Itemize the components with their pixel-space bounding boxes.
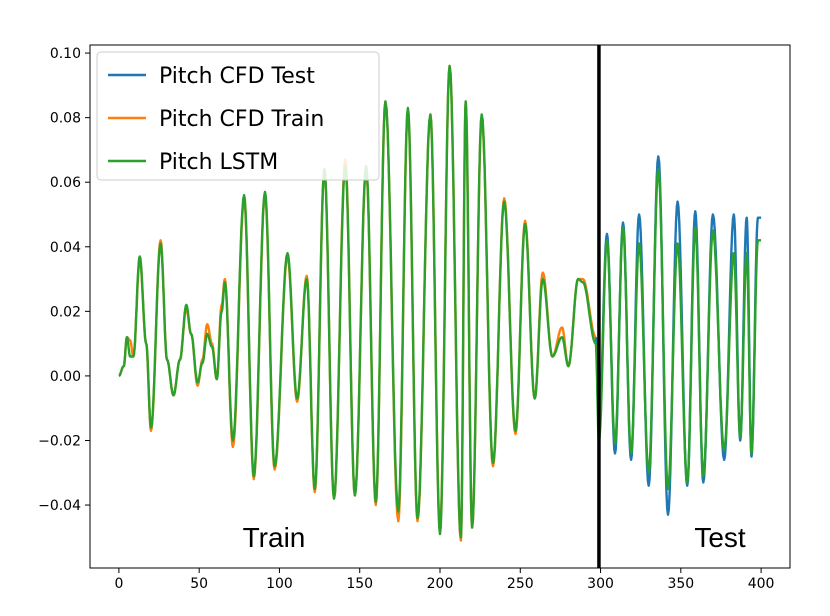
x-tick-label: 150: [346, 576, 373, 592]
x-tick-label: 350: [667, 576, 694, 592]
x-tick-label: 50: [190, 576, 208, 592]
y-tick-label: 0.00: [50, 369, 81, 385]
legend-label: Pitch LSTM: [159, 150, 278, 175]
y-tick-label: −0.02: [38, 433, 81, 449]
y-tick-label: 0.10: [50, 46, 81, 62]
test-region-label: Test: [694, 522, 746, 553]
legend-label: Pitch CFD Test: [159, 64, 315, 89]
y-axis: −0.04 −0.02 0.00 0.02 0.04 0.06 0.08 0.10: [38, 46, 90, 514]
x-tick-label: 300: [587, 576, 614, 592]
y-tick-label: −0.04: [38, 498, 81, 514]
series-line-3: [118, 64, 762, 539]
train-region-label: Train: [243, 522, 306, 553]
y-tick-label: 0.08: [50, 111, 81, 127]
x-tick-label: 200: [427, 576, 454, 592]
x-tick-label: 250: [507, 576, 534, 592]
x-axis: 0 50 100 150 200 250 300 350 400: [114, 568, 774, 592]
y-tick-label: 0.04: [50, 240, 81, 256]
series-lines: [118, 64, 762, 542]
x-tick-label: 0: [114, 576, 123, 592]
legend: Pitch CFD Test Pitch CFD Train Pitch LSTM: [96, 51, 380, 181]
legend-label: Pitch CFD Train: [159, 107, 324, 132]
y-tick-label: 0.02: [50, 304, 81, 320]
x-tick-label: 400: [748, 576, 775, 592]
x-tick-label: 100: [266, 576, 293, 592]
legend-box: [96, 51, 380, 181]
y-tick-label: 0.06: [50, 175, 81, 191]
